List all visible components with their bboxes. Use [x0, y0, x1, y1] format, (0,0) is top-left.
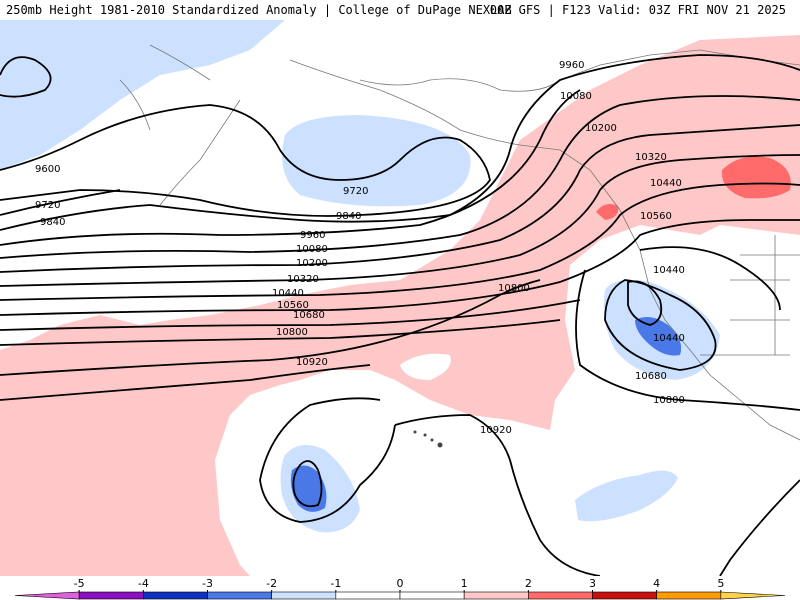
contour-label: 10200 [296, 258, 328, 269]
colorbar-tick-label: -2 [266, 577, 277, 590]
colorbar-segment [399, 591, 465, 600]
colorbar-segment [143, 591, 208, 600]
colorbar-labels: -5 -4 -3 -2 -1 0 1 2 3 4 5 [74, 577, 724, 592]
contour-label: 10680 [293, 310, 325, 321]
contour-label: 9960 [300, 230, 325, 241]
contour-label: 10800 [498, 283, 530, 294]
contour-label: 10440 [272, 288, 304, 299]
contour-label: 10080 [560, 91, 592, 102]
colorbar-segments [14, 591, 786, 600]
colorbar-tick-label: 0 [397, 577, 404, 590]
colorbar-segment [335, 591, 401, 600]
contour-labels: 9600 9720 9840 9720 9840 9960 10080 1020… [35, 60, 685, 436]
title-bar: 250mb Height 1981-2010 Standardized Anom… [0, 0, 800, 20]
colorbar-segment [592, 591, 657, 600]
colorbar-tick-label: -3 [202, 577, 213, 590]
colorbar-segment [78, 591, 144, 600]
contour-label: 9600 [35, 164, 60, 175]
moderate-negative-anomaly-area [635, 316, 682, 356]
contour-label: 10080 [296, 244, 328, 255]
contour-label: 10440 [653, 265, 685, 276]
strong-positive-anomaly-area [721, 156, 791, 199]
contour-label: 10920 [296, 357, 328, 368]
colorbar-tick-label: 2 [525, 577, 532, 590]
contour-label: 9840 [336, 211, 361, 222]
contour-label: 10440 [653, 333, 685, 344]
moderate-negative-anomaly-area [290, 465, 327, 512]
colorbar-segment [207, 591, 272, 600]
map-title: 250mb Height 1981-2010 Standardized Anom… [6, 3, 512, 17]
colorbar-tick-label: -4 [138, 577, 149, 590]
colorbar-tick-label: 3 [589, 577, 596, 590]
strong-positive-anomaly-area [596, 204, 619, 220]
colorbar-tick-label: 1 [461, 577, 468, 590]
colorbar-segment [271, 591, 337, 600]
contour-label: 10800 [653, 395, 685, 406]
negative-anomaly-area [282, 115, 471, 207]
colorbar-segment [656, 591, 722, 600]
colorbar-segment [528, 591, 593, 600]
colorbar-tick-label: 5 [717, 577, 724, 590]
contour-label: 10560 [277, 300, 309, 311]
height-anomaly-map: 9600 9720 9840 9720 9840 9960 10080 1020… [0, 20, 800, 576]
contour-label: 10320 [287, 274, 319, 285]
contour-label: 10320 [635, 152, 667, 163]
contour-label: 10560 [640, 211, 672, 222]
contour-label: 10800 [276, 327, 308, 338]
hawaii-islands [413, 430, 443, 448]
contour-label: 10920 [480, 425, 512, 436]
colorbar-tick-label: 4 [653, 577, 660, 590]
anomaly-colorbar: -5 -4 -3 -2 -1 0 1 2 3 4 5 [14, 577, 786, 600]
contour-label: 9840 [40, 217, 65, 228]
contour-label: 9720 [343, 186, 368, 197]
contour-label: 9960 [559, 60, 584, 71]
colorbar-segment [720, 591, 786, 600]
colorbar-tick-label: -1 [330, 577, 341, 590]
contour-label: 10680 [635, 371, 667, 382]
height-contours [0, 54, 800, 576]
contour-label: 10440 [650, 178, 682, 189]
negative-anomaly-area [0, 20, 285, 170]
colorbar-segment [14, 591, 80, 600]
contour-label: 9720 [35, 200, 60, 211]
contour-label: 10200 [585, 123, 617, 134]
negative-anomaly-area [575, 470, 678, 522]
model-run-info: 00Z GFS | F123 Valid: 03Z FRI NOV 21 202… [489, 3, 786, 17]
colorbar-tick-label: -5 [74, 577, 85, 590]
colorbar-segment [463, 591, 529, 600]
